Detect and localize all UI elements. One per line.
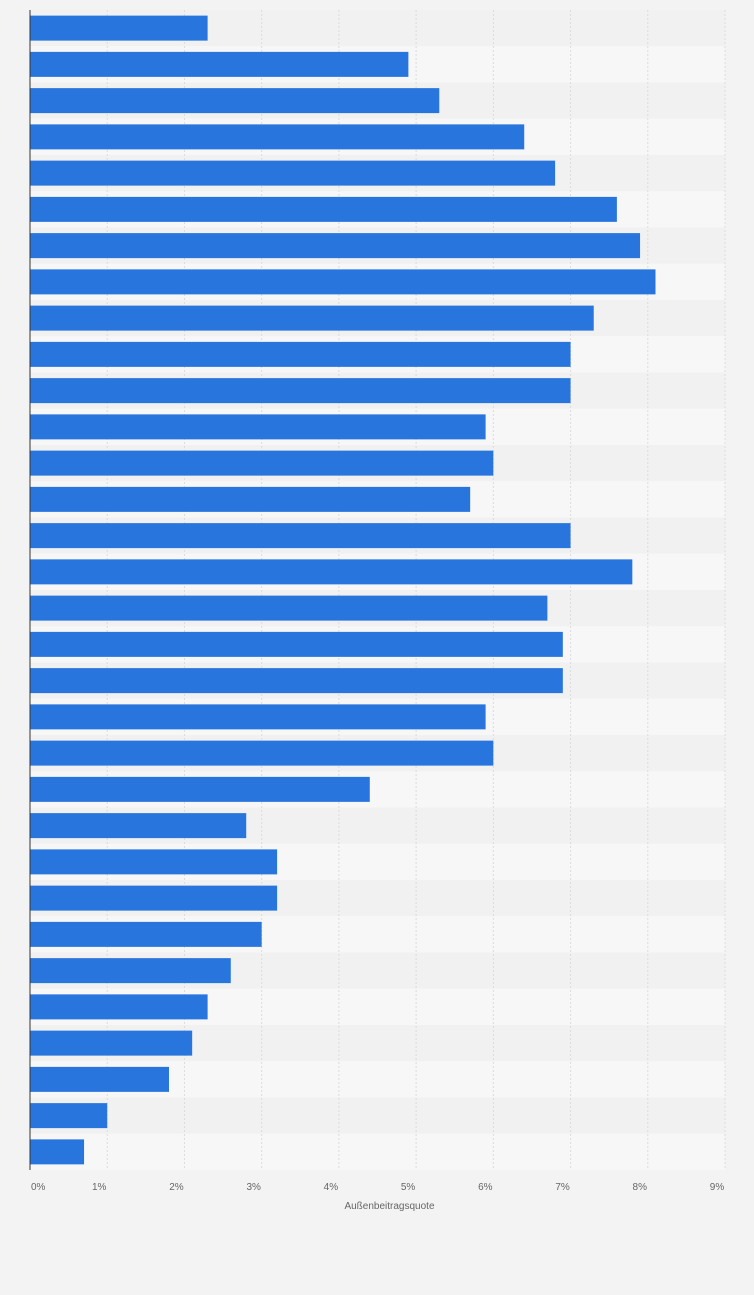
- x-tick-label: 9%: [710, 1182, 725, 1193]
- bar: [30, 559, 633, 585]
- bar: [30, 1103, 108, 1129]
- bar: [30, 450, 494, 476]
- x-tick-label: 3%: [246, 1182, 261, 1193]
- bar: [30, 124, 525, 150]
- bar: [30, 958, 231, 984]
- row-band: [30, 1133, 725, 1170]
- bar: [30, 668, 563, 694]
- bar: [30, 1066, 169, 1092]
- row-band: [30, 1097, 725, 1134]
- bar: [30, 1139, 85, 1165]
- bar: [30, 921, 262, 947]
- bar: [30, 523, 571, 549]
- x-tick-label: 5%: [401, 1182, 416, 1193]
- bar: [30, 233, 641, 259]
- bar: [30, 378, 571, 404]
- bar: [30, 704, 486, 730]
- bar: [30, 813, 247, 839]
- bar: [30, 849, 278, 875]
- x-axis-ticks: 0% 1% 2% 3% 4% 5% 6% 7% 8% 9%: [31, 1182, 724, 1193]
- bar: [30, 776, 370, 802]
- bar: [30, 740, 494, 766]
- bar: [30, 414, 486, 440]
- bar: [30, 160, 556, 186]
- bar: [30, 885, 278, 911]
- bars: [30, 15, 656, 1165]
- x-tick-label: 6%: [478, 1182, 493, 1193]
- bar: [30, 341, 571, 367]
- bar: [30, 196, 617, 222]
- bar: [30, 51, 409, 77]
- x-axis-label: Außenbeitragsquote: [344, 1201, 435, 1212]
- bar: [30, 88, 440, 114]
- x-tick-label: 7%: [555, 1182, 570, 1193]
- bar: [30, 486, 471, 512]
- x-tick-label: 4%: [324, 1182, 339, 1193]
- bar: [30, 1030, 193, 1056]
- bar: [30, 269, 656, 295]
- bar: [30, 595, 548, 621]
- bar: [30, 631, 563, 657]
- x-tick-label: 2%: [169, 1182, 184, 1193]
- x-tick-label: 1%: [92, 1182, 107, 1193]
- x-tick-label: 8%: [633, 1182, 648, 1193]
- x-tick-label: 0%: [31, 1182, 46, 1193]
- bar: [30, 15, 208, 41]
- bar: [30, 305, 594, 331]
- bar: [30, 994, 208, 1020]
